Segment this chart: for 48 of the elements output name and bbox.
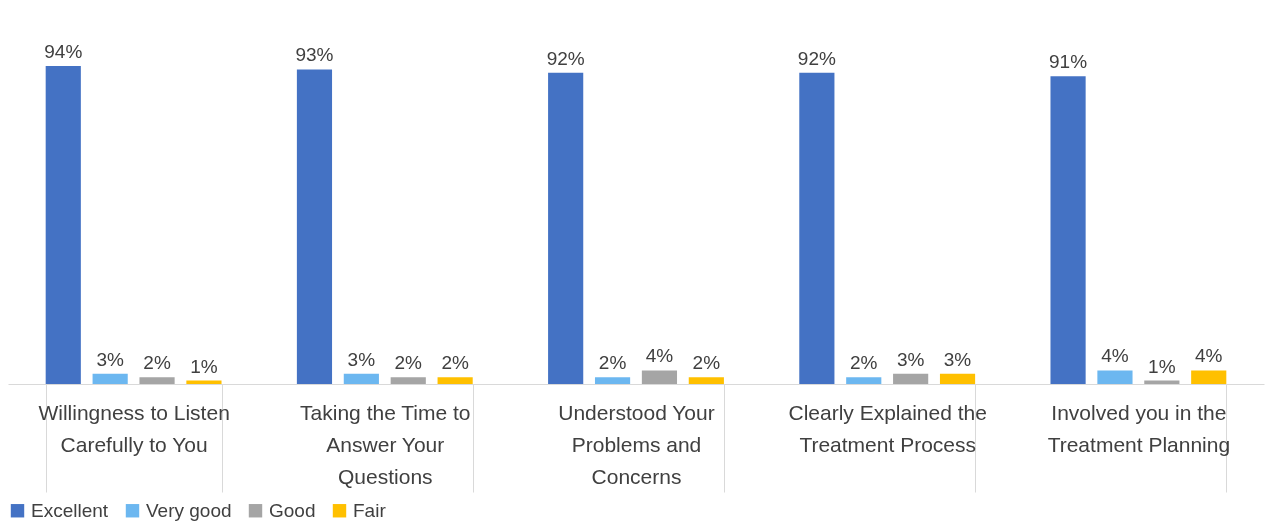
bar [548, 72, 584, 384]
data-label: 2% [394, 352, 423, 374]
data-label: 1% [1148, 355, 1176, 377]
data-label: 4% [1101, 345, 1129, 367]
data-label: 91% [1049, 51, 1088, 73]
legend-label: Excellent [31, 499, 109, 521]
data-label: 92% [546, 47, 585, 69]
data-label: 3% [943, 348, 972, 370]
legend-label: Good [269, 499, 316, 521]
bar [688, 377, 724, 384]
x-tick-label: Willingness to Listen Carefully to You [38, 400, 230, 456]
bar [390, 377, 426, 384]
bar [1097, 370, 1133, 384]
data-label: 2% [692, 352, 721, 374]
bar [939, 373, 976, 384]
legend-label: Fair [353, 499, 387, 521]
data-label: 1% [190, 355, 218, 377]
data-label: 3% [347, 348, 376, 370]
data-label: 2% [598, 352, 627, 374]
data-label: 92% [797, 47, 836, 69]
bar [45, 66, 81, 384]
data-label: 2% [850, 352, 878, 374]
x-tick-label: Involved you in the Treatment Planning [1047, 400, 1231, 456]
bar [799, 72, 835, 384]
data-label: 93% [295, 44, 334, 66]
legend-label: Very good [146, 499, 232, 521]
bar [893, 373, 929, 384]
bar [296, 69, 333, 384]
bar [641, 370, 678, 384]
bar [92, 373, 128, 384]
data-label: 3% [96, 348, 124, 370]
bar [594, 377, 631, 384]
x-tick-label: Understood Your Problems and Concerns [558, 400, 715, 488]
data-label: 4% [645, 345, 674, 367]
x-tick-label: Clearly Explained the Treatment Process [788, 400, 987, 456]
bar [139, 377, 175, 384]
bar [437, 377, 473, 384]
bar [846, 377, 882, 384]
bar [186, 380, 222, 384]
x-tick-label: Taking the Time to Answer Your Questions [300, 400, 471, 488]
data-label: 4% [1195, 345, 1223, 367]
data-label: 3% [896, 348, 925, 370]
data-label: 2% [143, 352, 171, 374]
data-label: 2% [441, 352, 469, 374]
bar [1050, 76, 1086, 384]
bar [343, 373, 379, 384]
bar [1191, 370, 1227, 384]
data-label: 94% [44, 41, 83, 62]
